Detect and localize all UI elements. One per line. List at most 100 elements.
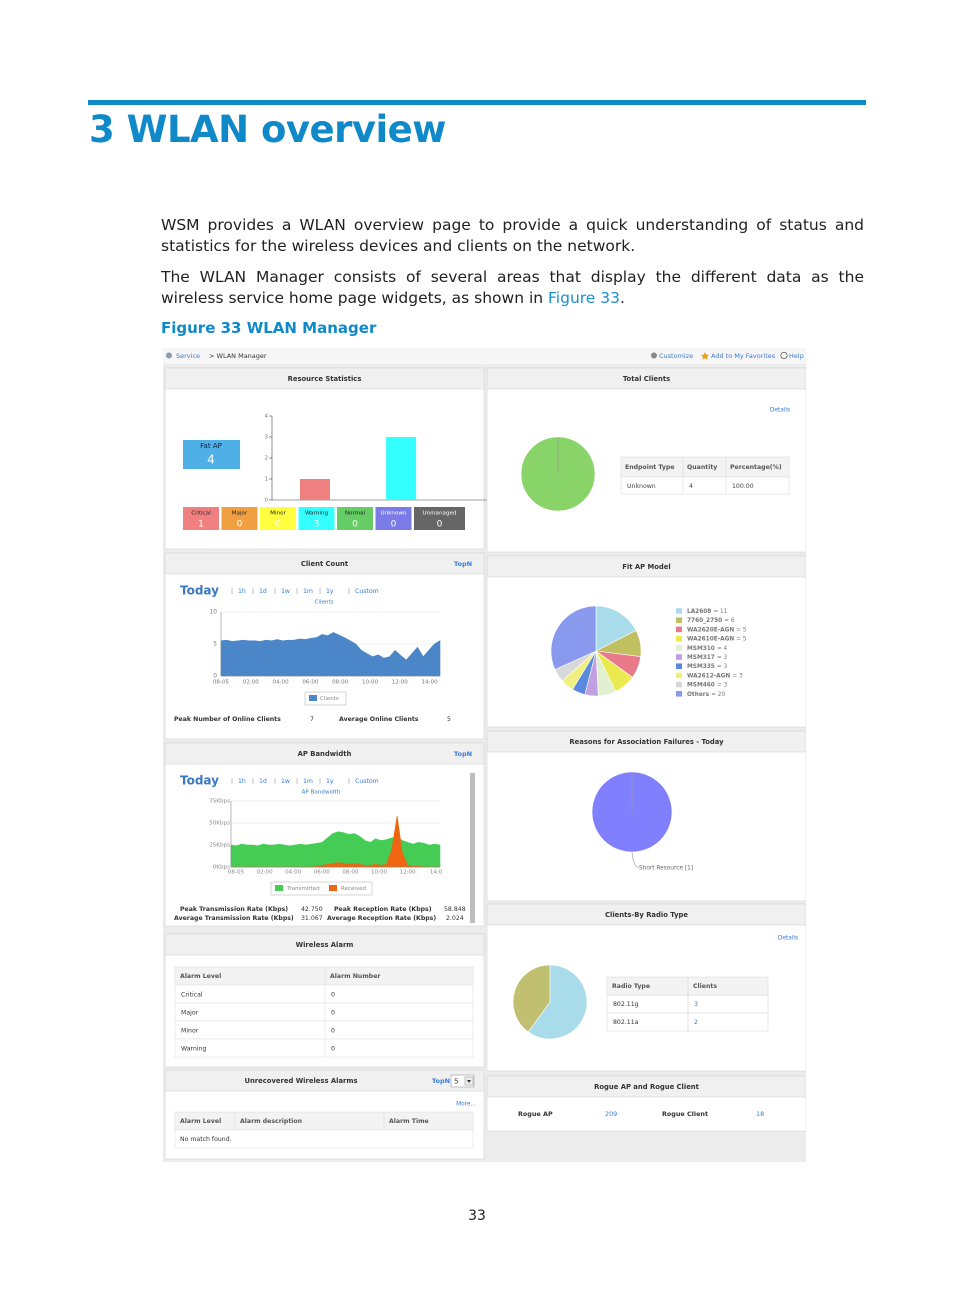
model-count: = 5 (736, 636, 747, 642)
empty-message: No match found. (180, 1136, 232, 1143)
details-link[interactable]: Details (770, 408, 790, 414)
column-header: Endpoint Type (625, 464, 675, 471)
rogue-count[interactable]: 209 (605, 1110, 617, 1118)
slice-label: Short Resource [1] (639, 866, 693, 872)
status-name: Unmanaged (422, 511, 456, 517)
table-row (620, 476, 790, 495)
legend-swatch (309, 695, 317, 701)
cell-link[interactable]: 3 (694, 1001, 698, 1008)
topn-link[interactable]: TopN (432, 1077, 450, 1085)
topn-link[interactable]: TopN (454, 560, 472, 568)
stat-label: Peak Number of Online Clients (174, 716, 281, 723)
stat-value: 58.848 (444, 906, 466, 913)
x-tick-label: 04:00 (273, 680, 290, 686)
rogue-label: Rogue AP (518, 1110, 553, 1118)
details-link[interactable]: Details (778, 936, 798, 942)
toolbar-link[interactable]: Add to My Favorites (711, 352, 776, 360)
column-header: Clients (693, 983, 717, 990)
pie-slice (550, 605, 597, 670)
scrollbar (470, 773, 475, 923)
paragraph: WSM provides a WLAN overview page to pro… (161, 216, 864, 255)
stat-value: 2.024 (446, 915, 464, 922)
cell: Unknown (627, 483, 656, 490)
range-link[interactable]: 1h (238, 588, 246, 595)
paragraph: The WLAN Manager consists of several are… (161, 267, 864, 309)
customize-icon (651, 352, 657, 359)
x-tick-label: 08:00 (332, 680, 349, 686)
service-icon (166, 352, 172, 359)
toolbar-link[interactable]: Customize (659, 352, 693, 360)
panel-title: Clients-By Radio Type (605, 911, 688, 919)
cell: 0 (331, 992, 335, 999)
status-box (375, 507, 412, 530)
panel-title: AP Bandwidth (298, 750, 352, 758)
range-link[interactable]: 1d (259, 588, 267, 595)
rogue-count[interactable]: 18 (756, 1110, 764, 1118)
stat-label: Average Reception Rate (Kbps) (327, 915, 436, 922)
model-name: 7760_2750 (687, 618, 722, 624)
range-link[interactable]: 1y (326, 588, 334, 595)
legend-swatch (676, 681, 682, 688)
x-tick-label: 10:00 (362, 680, 379, 686)
cell: 802.11g (613, 1001, 639, 1008)
cell-link[interactable]: 2 (694, 1019, 698, 1026)
range-link[interactable]: 1m (303, 588, 313, 595)
legend-label: WA2620E-AGN = 5 (687, 627, 747, 633)
more-link[interactable]: More... (456, 1102, 476, 1108)
status-box (260, 507, 296, 530)
model-name: LA2608 (687, 609, 711, 615)
table-row (174, 1020, 474, 1040)
table-row (174, 1129, 474, 1149)
status-count: 0 (237, 520, 243, 530)
x-tick-label: 02:00 (257, 870, 274, 876)
panel-title: Fit AP Model (622, 563, 670, 571)
legend-swatch (329, 885, 337, 891)
chart-title: AP Bandwidth (302, 790, 341, 796)
panel-title: Resource Statistics (288, 375, 362, 383)
legend-label: WA2610E-AGN = 5 (687, 636, 747, 642)
stat-label: Average Online Clients (339, 716, 419, 723)
breadcrumb-link[interactable]: Service (176, 352, 200, 360)
heading: 3 WLAN overview (89, 108, 446, 151)
toolbar-link[interactable]: Help (789, 352, 804, 360)
legend-label: Received (341, 886, 366, 892)
column-header: Alarm Time (389, 1118, 429, 1125)
figure-link[interactable]: Figure 33 (548, 289, 620, 307)
cell: 4 (689, 483, 693, 490)
model-name: MSM310 (687, 645, 715, 651)
status-count: 0 (275, 520, 281, 530)
range-link[interactable]: 1d (259, 778, 267, 785)
model-name: WA2610E-AGN (687, 636, 734, 642)
model-count: = 5 (736, 627, 747, 633)
range-link[interactable]: Custom (355, 588, 379, 595)
status-box (337, 507, 373, 530)
status-box (183, 507, 219, 530)
topn-link[interactable]: TopN (454, 750, 472, 758)
range-link[interactable]: 1w (281, 778, 290, 785)
legend-label: Transmitted (286, 886, 320, 892)
legend-label: LA2608 = 11 (687, 609, 728, 615)
legend-swatch (676, 635, 682, 642)
top-bar (163, 348, 806, 364)
status-box (414, 507, 465, 530)
stat-value: 5 (447, 716, 451, 723)
legend-swatch (676, 608, 682, 614)
legend-label: WA2612-AGN = 3 (687, 673, 743, 679)
range-link[interactable]: 1w (281, 588, 290, 595)
model-name: MSM335 (687, 664, 715, 670)
screenshot: Service > WLAN Manager Customize Add to My … (163, 348, 806, 1162)
cell: Warning (181, 1046, 207, 1053)
legend-label: MSM310 = 4 (687, 645, 728, 651)
legend-swatch (676, 691, 682, 697)
range-link[interactable]: 1m (303, 778, 313, 785)
range-link[interactable]: Custom (355, 778, 379, 785)
legend-swatch (676, 663, 682, 669)
legend-swatch (676, 645, 682, 651)
cell: Critical (181, 992, 203, 999)
text: . (620, 289, 625, 307)
y-tick-label: 5 (213, 642, 217, 648)
range-link[interactable]: 1y (326, 778, 334, 785)
range-link[interactable]: 1h (238, 778, 246, 785)
bar (386, 437, 417, 500)
status-count: 0 (352, 520, 358, 530)
